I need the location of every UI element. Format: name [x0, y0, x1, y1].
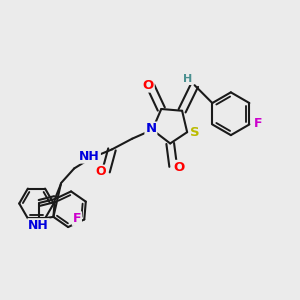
- Text: O: O: [142, 79, 154, 92]
- Text: NH: NH: [28, 219, 49, 232]
- Text: F: F: [73, 212, 81, 225]
- Text: F: F: [254, 117, 262, 130]
- Text: S: S: [190, 126, 200, 139]
- Text: O: O: [173, 161, 185, 174]
- Text: NH: NH: [79, 150, 100, 163]
- Text: H: H: [182, 74, 192, 84]
- Text: O: O: [95, 166, 106, 178]
- Text: N: N: [145, 122, 157, 135]
